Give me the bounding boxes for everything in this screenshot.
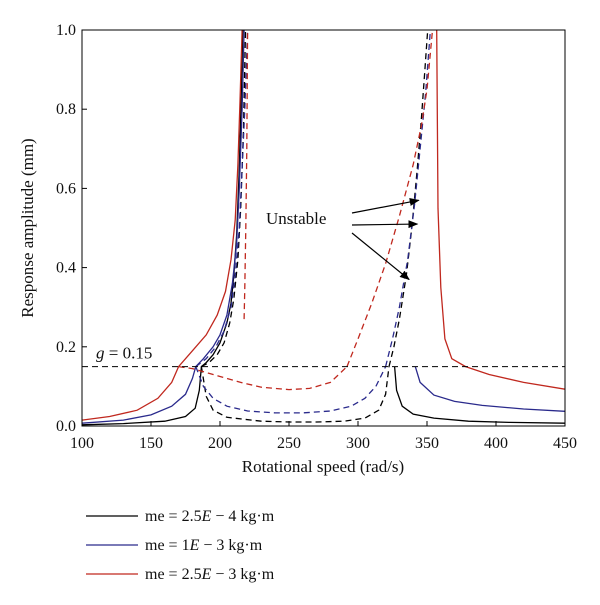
series-2-unstable-right xyxy=(384,30,432,367)
y-tick-label: 0.4 xyxy=(56,260,76,277)
unstable-arrow-2 xyxy=(351,220,419,229)
series-1-unstable-right xyxy=(388,30,429,367)
series-2-stable-left xyxy=(82,30,245,424)
y-tick-label: 1.0 xyxy=(56,22,76,39)
series-layer xyxy=(82,30,565,426)
unstable-annotation: Unstable xyxy=(266,209,326,228)
series-1-unstable-bottom xyxy=(200,366,390,423)
legend: me = 2.5E − 4 kg·m me = 1E − 3 kg·m me = 2… xyxy=(86,508,275,583)
x-tick-label: 250 xyxy=(277,435,301,452)
unstable-arrow-3 xyxy=(351,232,410,281)
y-axis-label: Response amplitude (mm) xyxy=(18,138,37,317)
y-tick-label: 0.0 xyxy=(56,418,76,435)
y-tick-label: 0.8 xyxy=(56,101,76,118)
series-3-unstable-bottom xyxy=(178,365,348,391)
unstable-arrow-1 xyxy=(351,198,420,214)
x-axis-label: Rotational speed (rad/s) xyxy=(242,457,404,476)
series-2-unstable-upper xyxy=(195,30,249,368)
series-1-stable-right xyxy=(393,366,565,424)
x-tick-label: 100 xyxy=(70,435,94,452)
series-3-stable-left xyxy=(82,30,243,421)
series-2-unstable-bottom xyxy=(195,366,387,414)
reference-line-layer: g = 0.15 xyxy=(82,344,565,368)
series-2-stable-right xyxy=(414,366,565,412)
y-tick-label: 0.6 xyxy=(56,180,76,197)
y-axis-ticks: 0.0 0.2 0.4 0.6 0.8 1.0 xyxy=(56,22,87,435)
x-tick-label: 150 xyxy=(139,435,163,452)
plot-frame xyxy=(81,29,566,427)
series-1-stable-left xyxy=(82,30,244,426)
x-axis-ticks: 100 150 200 250 300 350 400 450 xyxy=(70,421,577,452)
series-3-unstable-right xyxy=(346,30,434,367)
legend-label-1: me = 2.5E − 4 kg·m xyxy=(145,508,275,525)
annotation-layer: Unstable xyxy=(266,198,420,281)
x-tick-label: 350 xyxy=(415,435,439,452)
x-tick-label: 400 xyxy=(484,435,508,452)
x-tick-label: 450 xyxy=(553,435,577,452)
y-tick-label: 0.2 xyxy=(56,339,76,356)
legend-label-2: me = 1E − 3 kg·m xyxy=(145,537,263,554)
series-3-unstable-upper xyxy=(243,30,249,320)
series-1-unstable-upper xyxy=(201,30,247,368)
reference-line-label: g = 0.15 xyxy=(96,344,152,363)
series-3-stable-right xyxy=(436,30,565,390)
legend-label-3: me = 2.5E − 3 kg·m xyxy=(145,566,275,583)
x-tick-label: 200 xyxy=(208,435,232,452)
x-tick-label: 300 xyxy=(346,435,370,452)
